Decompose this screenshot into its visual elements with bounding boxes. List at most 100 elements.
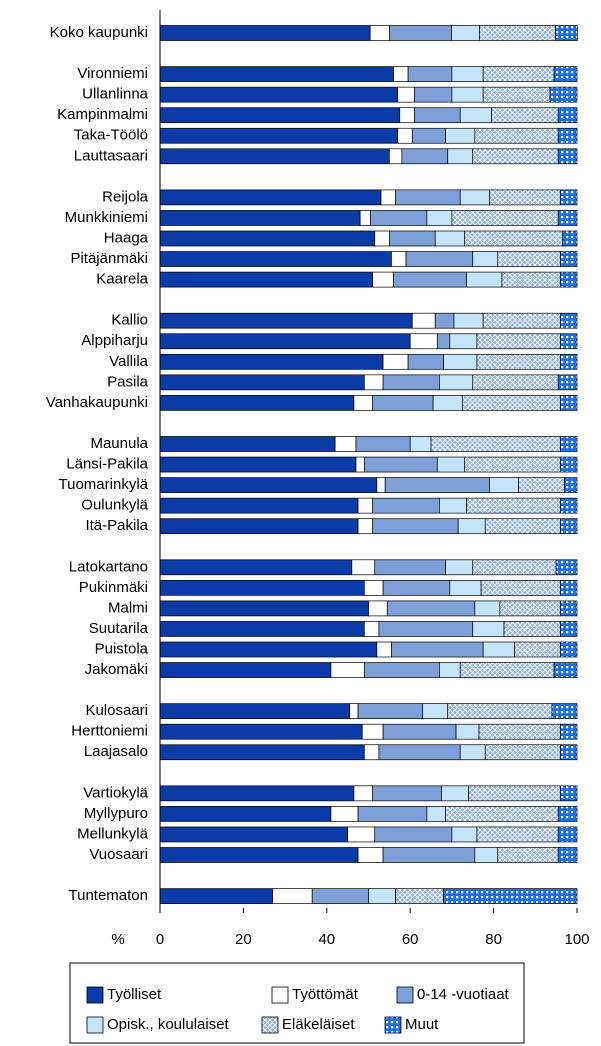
category-label: Taka-Töölö xyxy=(74,127,148,144)
bar-segment xyxy=(159,456,357,473)
bar-segment xyxy=(372,497,440,514)
legend-label: Työlliset xyxy=(107,986,162,1003)
bar-segment xyxy=(455,723,480,740)
bar-segment xyxy=(159,312,413,329)
bar-segment xyxy=(378,621,474,637)
bar-segment xyxy=(472,251,499,267)
bar-segment xyxy=(159,333,411,350)
bar-segment xyxy=(389,230,436,247)
bar-segment xyxy=(159,703,351,720)
bar-segment xyxy=(391,251,407,267)
x-tick-label: 0 xyxy=(156,931,164,948)
bar-segment xyxy=(445,559,474,576)
bar-segment xyxy=(382,723,457,740)
bar-segment xyxy=(159,251,392,267)
bar-segment xyxy=(559,189,578,206)
bar-segment xyxy=(564,477,578,493)
category-label: Tuomarinkylä xyxy=(59,476,149,493)
bar-segment xyxy=(405,251,474,267)
bar-segment xyxy=(553,66,578,82)
bar-segment xyxy=(357,703,424,720)
bar-segment xyxy=(347,826,376,843)
bar-segment xyxy=(395,888,444,904)
category-label: Maunula xyxy=(90,435,148,452)
bar-segment xyxy=(476,353,561,370)
bar-segment xyxy=(368,600,388,617)
bar-segment xyxy=(159,86,399,103)
bar-segment xyxy=(401,148,449,165)
bar-segment xyxy=(359,210,371,226)
bar-segment xyxy=(549,86,578,103)
legend-swatch xyxy=(396,986,414,1004)
bar-segment xyxy=(559,436,578,452)
bar-segment xyxy=(482,66,555,82)
bar-segment xyxy=(557,806,578,822)
bar-segment xyxy=(557,148,578,165)
category-label: Lauttasaari xyxy=(74,147,148,164)
bar-segment xyxy=(389,148,403,165)
bar-segment xyxy=(514,641,561,658)
bar-segment xyxy=(434,230,465,247)
bar-segment xyxy=(334,436,357,452)
bar-segment xyxy=(559,744,578,761)
bar-segment xyxy=(159,210,361,226)
bar-segment xyxy=(457,518,486,535)
bar-segment xyxy=(447,148,474,165)
bar-segment xyxy=(447,703,553,720)
bar-segment xyxy=(411,127,446,144)
bar-segment xyxy=(374,559,446,576)
bar-segment xyxy=(159,395,355,411)
bar-segment xyxy=(559,641,578,658)
bar-segment xyxy=(357,518,374,535)
bar-segment xyxy=(468,785,561,802)
bar-segment xyxy=(159,785,355,802)
bar-segment xyxy=(369,25,390,41)
bar-segment xyxy=(384,477,490,493)
bar-segment xyxy=(363,621,380,637)
category-label: Reijola xyxy=(102,188,149,205)
legend-label: Eläkeläiset xyxy=(282,1016,355,1033)
bar-segment xyxy=(159,353,384,370)
bar-segment xyxy=(559,785,578,802)
legend-swatch xyxy=(384,1016,402,1034)
bar-segment xyxy=(484,518,561,535)
bar-segment xyxy=(349,703,359,720)
bar-segment xyxy=(555,559,578,576)
legend-box xyxy=(69,962,525,1044)
bar-segment xyxy=(372,518,459,535)
bar-segment xyxy=(159,127,399,144)
category-label: Vanhakaupunki xyxy=(46,394,148,411)
bar-segment xyxy=(389,25,452,41)
bar-segment xyxy=(159,189,382,206)
bar-segment xyxy=(363,579,384,596)
category-label: Tuntematon xyxy=(69,887,149,904)
category-label: Kaarela xyxy=(96,271,148,288)
category-label: Munkkiniemi xyxy=(65,209,148,226)
bar-segment xyxy=(355,456,365,473)
bar-segment xyxy=(559,497,578,514)
bar-segment xyxy=(489,477,519,493)
bar-segment xyxy=(559,600,578,617)
category-label: Myllypuro xyxy=(84,805,148,822)
bar-segment xyxy=(330,806,359,822)
bar-segment xyxy=(159,518,359,535)
bar-segment xyxy=(474,600,501,617)
bar-segment xyxy=(159,230,376,247)
bar-segment xyxy=(351,559,376,576)
bar-segment xyxy=(363,744,380,761)
bar-segment xyxy=(159,477,378,493)
bar-segment xyxy=(372,785,442,802)
category-label: Pasila xyxy=(107,373,149,390)
bar-segment xyxy=(382,579,451,596)
bar-segment xyxy=(386,600,476,617)
bar-segment xyxy=(372,395,434,411)
bar-segment xyxy=(489,189,561,206)
bar-segment xyxy=(159,744,365,761)
bar-segment xyxy=(557,210,578,226)
bar-segment xyxy=(443,353,478,370)
bar-segment xyxy=(430,436,561,452)
bar-segment xyxy=(426,210,453,226)
bar-segment xyxy=(376,477,386,493)
x-tick-label: 20 xyxy=(235,931,252,948)
bar-segment xyxy=(363,456,438,473)
